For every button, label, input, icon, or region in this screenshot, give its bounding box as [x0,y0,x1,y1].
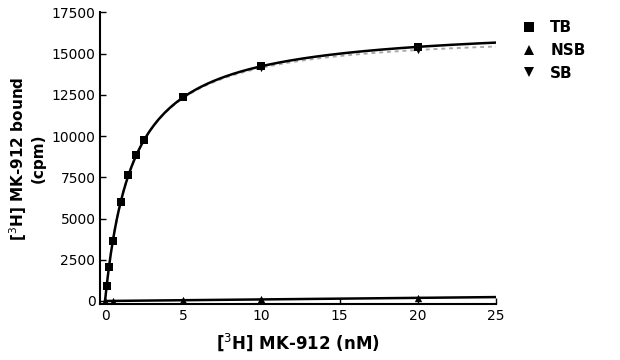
X-axis label: [$^{3}$H] MK-912 (nM): [$^{3}$H] MK-912 (nM) [216,332,380,353]
Point [413,44,423,50]
Point [102,284,112,289]
Point [413,47,423,53]
Legend: TB, NSB, SB: TB, NSB, SB [508,14,592,87]
Point [257,297,267,302]
Point [116,199,126,205]
Point [179,297,188,303]
Point [413,295,423,301]
Point [257,63,267,69]
Point [104,264,114,270]
Point [108,238,118,244]
Point [139,137,149,143]
Point [123,172,133,178]
Point [179,94,188,100]
Y-axis label: [$^{3}$H] MK-912 bound
(cpm): [$^{3}$H] MK-912 bound (cpm) [7,76,46,240]
Point [108,298,118,304]
Point [257,65,267,71]
Point [100,298,110,304]
Point [131,152,141,158]
